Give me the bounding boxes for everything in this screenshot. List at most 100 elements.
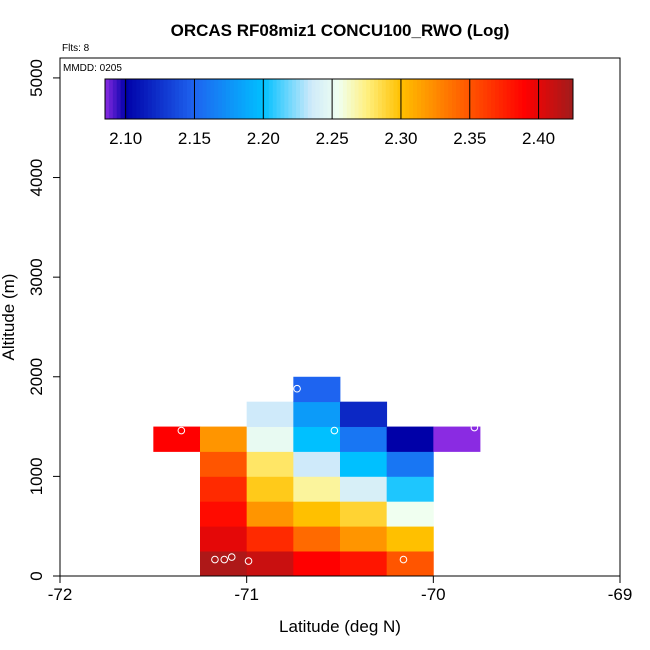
sample-point <box>227 553 236 561</box>
heatmap-cell <box>246 526 294 552</box>
plot-frame <box>59 57 621 577</box>
sample-point <box>244 557 253 565</box>
colorbar-segment <box>116 79 122 119</box>
colorbar-segment <box>393 79 398 119</box>
sample-point <box>330 426 339 435</box>
sample-point <box>470 423 479 432</box>
colorbar-segment <box>292 79 297 119</box>
sample-point <box>177 426 186 435</box>
heatmap-cell <box>293 426 341 452</box>
colorbar-segment <box>459 79 465 119</box>
heatmap-cell <box>386 451 434 477</box>
colorbar-segment <box>303 79 309 119</box>
colorbar-segment <box>241 79 246 119</box>
colorbar-segment <box>432 79 437 119</box>
y-tick-label: 4000 <box>27 159 46 197</box>
colorbar-segment <box>218 79 223 119</box>
heatmap-cell <box>340 501 388 527</box>
sample-point <box>220 555 229 564</box>
colorbar-segment <box>518 79 523 119</box>
heatmap-cell <box>200 451 248 477</box>
sample-point <box>293 384 301 393</box>
colorbar-segment <box>229 79 235 119</box>
colorbar-segment <box>452 79 457 119</box>
heatmap-cell <box>200 526 248 552</box>
colorbar-segment <box>144 79 149 119</box>
colorbar-segment <box>323 79 328 119</box>
sample-points <box>177 384 479 565</box>
y-tick-label: 5000 <box>27 59 46 97</box>
y-tick-label: 0 <box>27 571 46 580</box>
colorbar-segment <box>128 79 133 119</box>
colorbar-segment <box>276 79 281 119</box>
colorbar-tick-label: 2.15 <box>178 129 211 148</box>
heatmap-cell <box>340 526 388 552</box>
colorbar-segment <box>506 79 512 119</box>
colorbar-segment <box>362 79 367 119</box>
heatmap-cell <box>340 476 388 502</box>
colorbar-frame <box>104 78 574 120</box>
x-tick-label: -72 <box>48 585 73 604</box>
mmdd-label: MMDD: 0205 <box>63 63 122 74</box>
colorbar: 2.10 2.15 2.20 2.25 2.30 2.35 2.40 <box>104 78 574 148</box>
colorbar-segment <box>315 79 320 119</box>
colorbar-segment <box>405 79 410 119</box>
colorbar-segment <box>374 79 379 119</box>
colorbar-segment <box>105 79 110 119</box>
colorbar-segment <box>171 79 176 119</box>
colorbar-segment <box>487 79 492 119</box>
colorbar-segment <box>491 79 496 119</box>
colorbar-segment <box>444 79 449 119</box>
colorbar-segment <box>565 79 570 119</box>
colorbar-segment <box>471 79 476 119</box>
colorbar-segment <box>264 79 270 119</box>
colorbar-segment <box>483 79 488 119</box>
colorbar-segment <box>268 79 274 119</box>
colorbar-segment <box>140 79 145 119</box>
colorbar-segment <box>463 79 469 119</box>
heatmap-cell <box>293 526 341 552</box>
x-axis-label: Latitude (deg N) <box>279 617 401 636</box>
colorbar-segment <box>237 79 242 119</box>
colorbar-tick-label: 2.10 <box>109 129 142 148</box>
colorbar-segment <box>436 79 441 119</box>
x-tick-label: -71 <box>234 585 259 604</box>
heatmap-cell <box>386 426 434 452</box>
colorbar-segment <box>378 79 383 119</box>
heatmap-cell <box>153 426 201 452</box>
colorbar-segment <box>498 79 504 119</box>
colorbar-segment <box>475 79 480 119</box>
colorbar-segment <box>179 79 184 119</box>
y-tick-label: 1000 <box>27 457 46 495</box>
heatmap-cell <box>246 451 294 477</box>
colorbar-segment <box>534 79 539 119</box>
heatmap-cell <box>200 551 248 577</box>
colorbar-segment <box>346 79 352 119</box>
colorbar-segment <box>147 79 153 119</box>
heatmap-cell <box>293 501 341 527</box>
colorbar-segment <box>151 79 157 119</box>
colorbar-segment <box>549 79 554 119</box>
colorbar-segment <box>440 79 445 119</box>
colorbar-segment <box>167 79 172 119</box>
colorbar-segment <box>311 79 317 119</box>
colorbar-segment <box>569 79 574 119</box>
heatmap-cell <box>293 401 341 427</box>
colorbar-segment <box>155 79 161 119</box>
colorbar-segment <box>561 79 566 119</box>
colorbar-segment <box>163 79 168 119</box>
heatmap-cell <box>293 476 341 502</box>
heatmap-cell <box>386 501 434 527</box>
y-axis: 0 1000 2000 3000 4000 5000 <box>27 59 60 581</box>
y-tick-label: 3000 <box>27 258 46 296</box>
colorbar-segment <box>502 79 508 119</box>
colorbar-segment <box>557 79 562 119</box>
colorbar-segment <box>514 79 519 119</box>
heatmap-cell <box>246 426 294 452</box>
colorbar-segment <box>124 79 129 119</box>
colorbar-segment <box>389 79 395 119</box>
colorbar-segment <box>456 79 461 119</box>
colorbar-segment <box>112 79 118 119</box>
colorbar-segment <box>108 79 114 119</box>
colorbar-segment <box>545 79 551 119</box>
